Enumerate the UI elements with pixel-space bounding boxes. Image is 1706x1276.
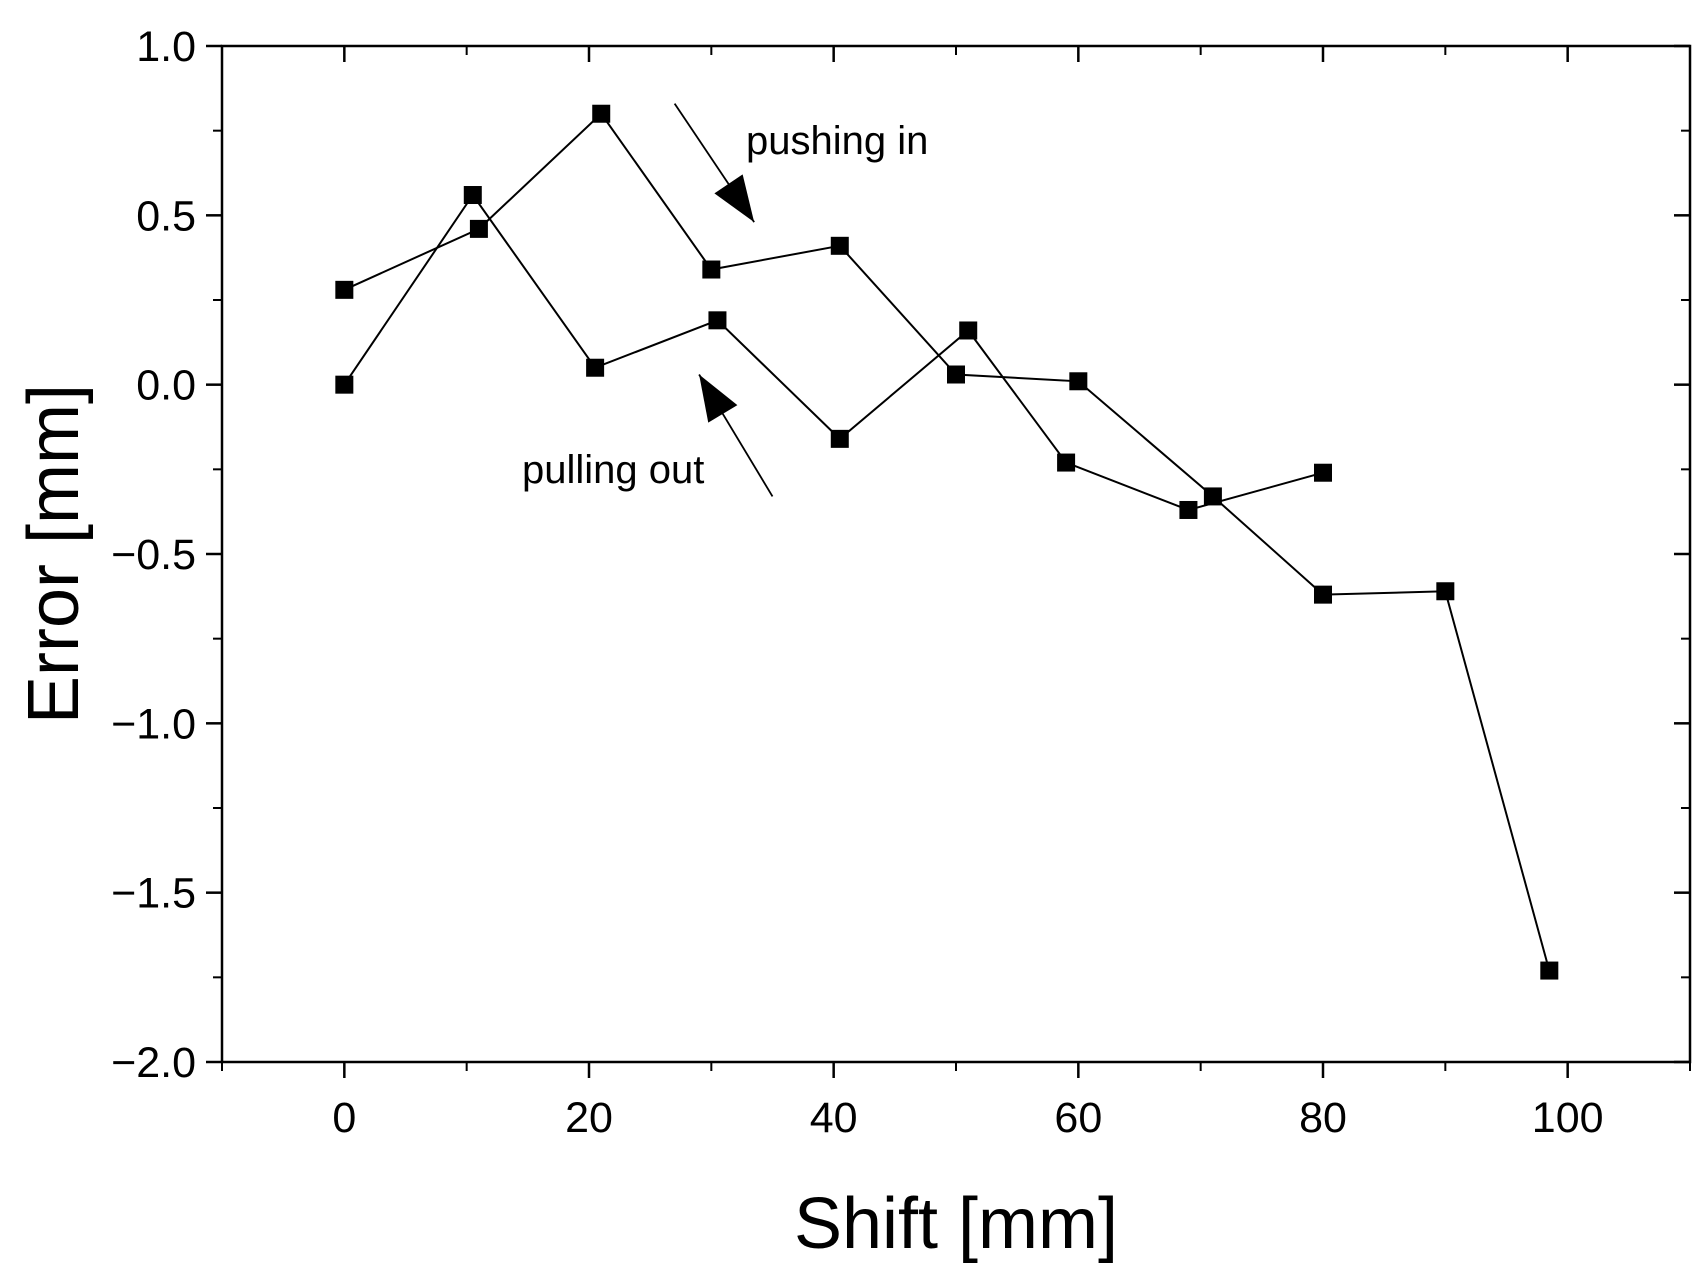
x-tick-label: 80	[1299, 1094, 1347, 1142]
y-tick-label: 1.0	[136, 23, 196, 71]
data-point-pulling-out	[586, 358, 605, 377]
data-point-pulling-out	[463, 186, 482, 205]
y-tick-label: 0.0	[136, 362, 196, 410]
data-point-pulling-out	[830, 429, 849, 448]
data-point-pulling-out	[708, 311, 727, 330]
x-tick-label: 40	[810, 1094, 858, 1142]
x-tick-label: 20	[565, 1094, 613, 1142]
ticks-layer: 0 20 40 60 80 100 1.0 0.5 0.0 −0.5 −1.0 −1.5 −2.0	[111, 23, 1691, 1142]
annotation-pushing-in-label: pushing in	[746, 119, 928, 163]
data-point-pushing-in	[1540, 961, 1559, 980]
data-point-pulling-out	[959, 321, 978, 340]
series-layer	[335, 104, 1559, 980]
annotation-arrowhead-pushing-in	[714, 174, 755, 223]
y-tick-label: −1.5	[111, 870, 196, 918]
data-point-pushing-in	[335, 280, 354, 299]
x-axis-title: Shift [mm]	[794, 1184, 1118, 1264]
data-point-pushing-in	[1314, 585, 1332, 604]
x-tick-label: 100	[1532, 1094, 1604, 1142]
y-axis-title: Error [mm]	[14, 384, 94, 724]
plot-frame	[220, 44, 1692, 1064]
data-point-pulling-out	[1179, 500, 1198, 519]
data-point-pulling-out	[335, 375, 354, 394]
series-line-pushing-in	[343, 112, 1551, 971]
data-point-pushing-in	[1436, 582, 1455, 601]
data-point-pushing-in	[830, 236, 849, 255]
x-tick-label: 60	[1054, 1094, 1102, 1142]
data-point-pushing-in	[469, 219, 488, 238]
data-point-pushing-in	[947, 365, 965, 384]
y-tick-label: −2.0	[111, 1039, 196, 1087]
data-point-pulling-out	[1057, 453, 1076, 472]
annotations-layer	[673, 103, 774, 497]
y-tick-label: 0.5	[136, 192, 196, 240]
annotation-pulling-out-label: pulling out	[522, 448, 704, 492]
y-tick-label: −0.5	[111, 531, 196, 579]
data-point-pushing-in	[1069, 372, 1088, 391]
annotation-arrowhead-pulling-out	[699, 374, 738, 423]
y-tick-label: −1.0	[111, 700, 196, 748]
data-point-pushing-in	[702, 260, 721, 279]
x-tick-label: 0	[332, 1094, 356, 1142]
data-point-pulling-out	[1314, 463, 1332, 482]
data-point-pushing-in	[592, 104, 611, 123]
